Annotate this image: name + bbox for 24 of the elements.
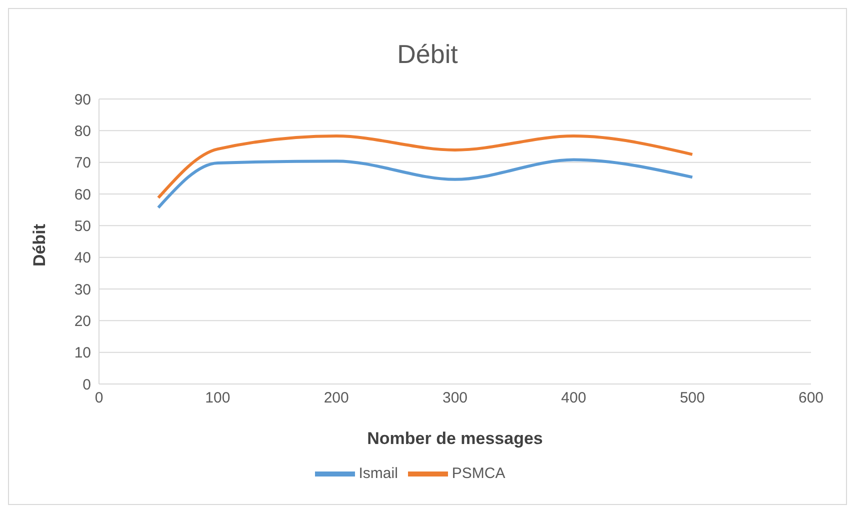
x-tick-label: 600 <box>798 390 824 407</box>
y-tick-label: 80 <box>74 122 91 140</box>
y-tick-label: 60 <box>74 186 91 204</box>
y-tick-label: 0 <box>82 376 91 394</box>
y-tick-label: 20 <box>74 312 91 330</box>
x-tick-label: 400 <box>561 390 586 407</box>
x-tick-label: 0 <box>94 390 104 407</box>
line-series <box>156 134 694 200</box>
y-axis-title: Débit <box>30 224 50 266</box>
legend-label: PSMCA <box>452 465 506 482</box>
x-tick-label: 100 <box>205 390 230 407</box>
x-axis-title: Nomber de messages <box>367 429 543 448</box>
chart-title: Débit <box>396 38 459 71</box>
y-tick-label: 10 <box>74 344 91 362</box>
x-tick-label: 200 <box>324 390 349 407</box>
y-tick-label: 40 <box>74 250 91 267</box>
y-tick-label: 70 <box>74 154 91 172</box>
legend-label: Ismail <box>358 465 398 482</box>
y-tick-label: 30 <box>74 281 91 298</box>
x-tick-label: 500 <box>680 390 705 407</box>
x-tick-label: 300 <box>442 390 468 407</box>
line-series <box>156 158 694 210</box>
y-tick-label: 50 <box>74 218 91 235</box>
y-tick-label: 90 <box>74 91 91 108</box>
